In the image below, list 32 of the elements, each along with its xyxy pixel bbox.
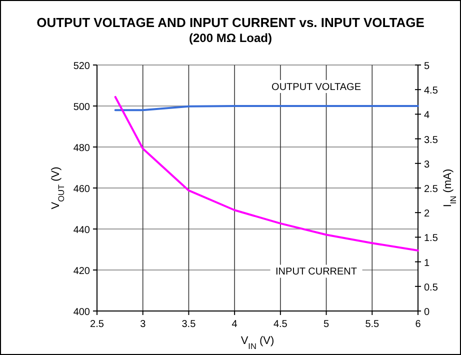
y-tick-label: 480 — [73, 143, 90, 154]
y-tick-label: 460 — [73, 184, 90, 195]
y-tick-label: 500 — [73, 102, 90, 113]
y-tick-label: 400 — [73, 307, 90, 318]
x-tick-label: 6 — [415, 319, 422, 330]
y2-tick-label: 2 — [424, 208, 430, 220]
x-tick-label: 5.5 — [365, 319, 380, 330]
y2-tick-label: 0 — [424, 307, 430, 318]
x-tick-label: 4 — [232, 319, 238, 330]
y2-tick-label: 1.5 — [424, 233, 438, 244]
chart-title: OUTPUT VOLTAGE AND INPUT CURRENT vs. INPUT VOLTAGE — [36, 15, 425, 30]
y2-tick-label: 2.5 — [424, 184, 438, 195]
y2-tick-label: 3.5 — [424, 134, 438, 146]
y2-tick-label: 5 — [424, 61, 430, 72]
x-tick-label: 4.5 — [273, 319, 288, 330]
y2-tick-label: 3 — [424, 159, 430, 170]
y2-tick-label: 4.5 — [424, 86, 438, 97]
y-tick-label: 420 — [73, 266, 90, 277]
chart-subtitle: (200 MΩ Load) — [189, 31, 272, 45]
x-tick-label: 3 — [140, 319, 146, 330]
y2-tick-label: 4 — [424, 110, 430, 122]
x-axis-title: V$_{IN}$ (V) — [240, 335, 274, 350]
y2-tick-label: 0.5 — [424, 282, 438, 294]
x-tick-label: 2.5 — [90, 319, 104, 330]
y2-tick-label: 1 — [424, 258, 430, 269]
text: INPUT CURRENT — [276, 266, 358, 278]
x-tick-label: 3.5 — [182, 319, 196, 330]
y-tick-label: 520 — [73, 61, 90, 72]
y-tick-label: 440 — [73, 225, 90, 236]
series-label: OUTPUT VOLTAGE — [272, 82, 362, 93]
line-series — [114, 96, 419, 252]
x-tick-label: 5 — [324, 319, 330, 330]
